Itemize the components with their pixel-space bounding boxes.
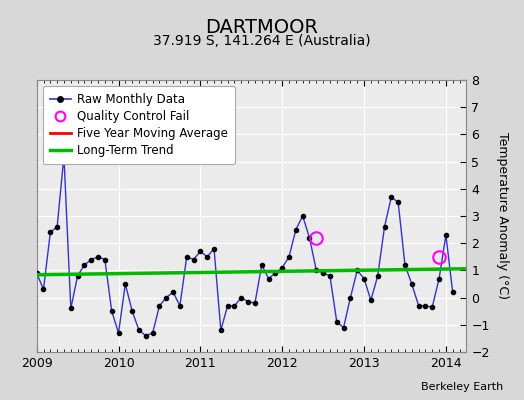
Y-axis label: Temperature Anomaly (°C): Temperature Anomaly (°C) — [496, 132, 509, 300]
Legend: Raw Monthly Data, Quality Control Fail, Five Year Moving Average, Long-Term Tren: Raw Monthly Data, Quality Control Fail, … — [42, 86, 235, 164]
Text: Berkeley Earth: Berkeley Earth — [421, 382, 503, 392]
Text: DARTMOOR: DARTMOOR — [205, 18, 319, 37]
Text: 37.919 S, 141.264 E (Australia): 37.919 S, 141.264 E (Australia) — [153, 34, 371, 48]
